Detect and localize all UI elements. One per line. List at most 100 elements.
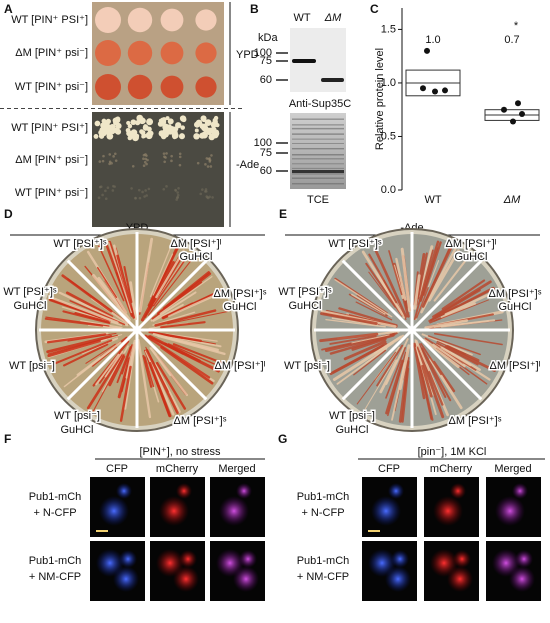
colony-spot — [95, 74, 121, 100]
strain-label: WT [PIN⁺ PSI⁺] — [11, 122, 88, 134]
colony — [93, 133, 99, 139]
cell — [388, 483, 404, 499]
colony — [213, 119, 218, 124]
streak — [159, 276, 213, 315]
data-point — [420, 85, 426, 92]
row-label: Pub1-mCh — [297, 491, 350, 503]
colony-spot — [127, 7, 153, 33]
sector-label: GuHCl — [454, 251, 487, 263]
colony — [127, 123, 133, 129]
colony — [146, 126, 152, 132]
streak — [125, 339, 136, 379]
colony — [145, 154, 148, 157]
streak — [148, 362, 172, 418]
streak — [334, 279, 393, 318]
streak — [163, 342, 201, 363]
cell — [495, 496, 525, 526]
cell — [99, 496, 129, 526]
streak — [108, 241, 132, 314]
streak — [356, 351, 397, 405]
streak — [413, 249, 434, 321]
marker-label: 100 — [254, 47, 272, 59]
streak — [47, 339, 101, 358]
colony — [104, 197, 108, 201]
streak — [418, 343, 447, 398]
colony — [111, 189, 115, 192]
colony — [205, 190, 208, 193]
sector-label: GuHCl — [498, 301, 531, 313]
cell — [113, 566, 139, 592]
colony — [211, 196, 214, 199]
panel-letter: E — [279, 207, 287, 221]
sector-divider — [341, 259, 414, 332]
streak — [108, 355, 126, 387]
x-tick-label: ΔM — [503, 194, 521, 206]
streak — [436, 342, 479, 366]
colony — [180, 125, 185, 130]
sector-label: ΔM [PSI⁺]ˢ — [174, 415, 227, 427]
streak — [160, 321, 206, 329]
colony — [100, 122, 108, 130]
colony-spot — [195, 9, 217, 31]
column-label: CFP — [378, 463, 400, 475]
colony-spot — [195, 76, 217, 98]
streak — [80, 320, 123, 329]
streak — [436, 340, 466, 355]
colony — [181, 116, 187, 123]
colony — [102, 154, 105, 158]
colony — [172, 134, 177, 140]
colony — [112, 155, 115, 158]
colony — [108, 153, 112, 156]
sector-label: WT [PSI⁺]ˢ — [278, 286, 332, 298]
streak — [92, 353, 125, 412]
colony — [144, 189, 147, 192]
colony — [145, 194, 148, 197]
streak — [167, 343, 217, 366]
colony — [161, 117, 167, 122]
colony — [134, 197, 137, 200]
streak — [140, 261, 175, 322]
panel-letter: D — [4, 207, 13, 221]
sector-label: GuHCl — [335, 424, 368, 436]
streak — [427, 335, 481, 356]
row-label: Pub1-mCh — [29, 491, 82, 503]
streak — [144, 334, 211, 379]
sector-divider — [66, 328, 139, 401]
streak — [96, 267, 118, 299]
streak — [137, 339, 152, 419]
colony — [128, 134, 133, 139]
column-label: mCherry — [156, 463, 199, 475]
cell — [236, 483, 252, 499]
row-label: Pub1-mCh — [29, 555, 82, 567]
sector-label: GuHCl — [13, 300, 46, 312]
streak — [145, 348, 179, 414]
cell — [450, 483, 466, 499]
colony — [204, 163, 207, 166]
colony — [105, 118, 111, 124]
streak — [147, 256, 195, 316]
streak — [167, 291, 223, 317]
colony — [94, 120, 101, 127]
streak — [154, 309, 217, 327]
streak — [152, 253, 190, 307]
sector-label: WT [PSI⁺]ˢ — [328, 238, 382, 250]
streak — [421, 333, 473, 356]
sector-divider — [66, 259, 139, 332]
colony — [175, 198, 178, 201]
streak — [144, 356, 155, 388]
cell — [173, 566, 199, 592]
streak — [421, 364, 433, 398]
colony — [134, 120, 141, 126]
colony — [206, 165, 210, 168]
colony — [115, 122, 122, 129]
unit-label: kDa — [258, 32, 278, 44]
streak — [374, 334, 404, 354]
colony — [205, 195, 208, 198]
streak — [47, 334, 119, 355]
streak — [61, 306, 123, 326]
colony — [113, 127, 120, 134]
y-tick-label: 1.0 — [381, 77, 396, 89]
sector-label: WT [psi⁻] — [284, 360, 330, 372]
colony — [113, 116, 121, 124]
